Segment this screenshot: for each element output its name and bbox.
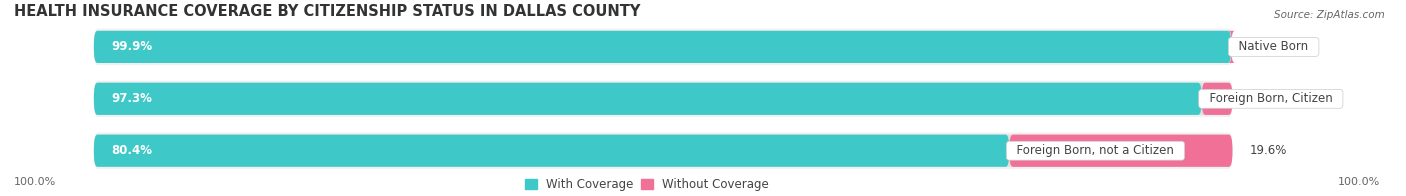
FancyBboxPatch shape xyxy=(94,135,1233,167)
Text: 2.7%: 2.7% xyxy=(1250,92,1279,105)
Text: HEALTH INSURANCE COVERAGE BY CITIZENSHIP STATUS IN DALLAS COUNTY: HEALTH INSURANCE COVERAGE BY CITIZENSHIP… xyxy=(14,4,641,19)
Text: 19.6%: 19.6% xyxy=(1250,144,1286,157)
FancyBboxPatch shape xyxy=(94,81,1233,117)
FancyBboxPatch shape xyxy=(1010,135,1233,167)
Text: 80.4%: 80.4% xyxy=(111,144,152,157)
FancyBboxPatch shape xyxy=(94,29,1233,65)
Legend: With Coverage, Without Coverage: With Coverage, Without Coverage xyxy=(520,173,773,196)
Text: 100.0%: 100.0% xyxy=(14,177,56,187)
FancyBboxPatch shape xyxy=(94,132,1233,169)
FancyBboxPatch shape xyxy=(1202,83,1233,115)
Text: 0.06%: 0.06% xyxy=(1249,40,1286,53)
Text: Source: ZipAtlas.com: Source: ZipAtlas.com xyxy=(1274,10,1385,20)
Text: Foreign Born, not a Citizen: Foreign Born, not a Citizen xyxy=(1010,144,1181,157)
Text: 99.9%: 99.9% xyxy=(111,40,152,53)
FancyBboxPatch shape xyxy=(1229,31,1234,63)
FancyBboxPatch shape xyxy=(94,31,1233,63)
Text: Foreign Born, Citizen: Foreign Born, Citizen xyxy=(1202,92,1340,105)
FancyBboxPatch shape xyxy=(94,31,1232,63)
Text: 100.0%: 100.0% xyxy=(1339,177,1381,187)
Text: 97.3%: 97.3% xyxy=(111,92,152,105)
FancyBboxPatch shape xyxy=(94,135,1010,167)
Text: Native Born: Native Born xyxy=(1232,40,1316,53)
FancyBboxPatch shape xyxy=(94,83,1202,115)
FancyBboxPatch shape xyxy=(94,83,1233,115)
